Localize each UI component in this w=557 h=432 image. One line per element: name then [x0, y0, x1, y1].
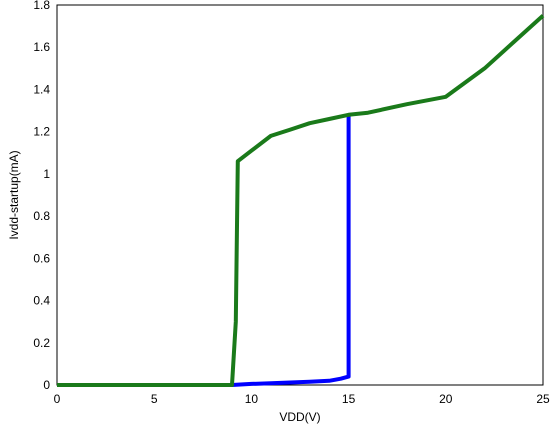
y-tick-label: 1.2	[33, 125, 50, 139]
series-layer	[57, 14, 545, 387]
series-line-green	[57, 14, 545, 387]
x-tick-label: 25	[536, 392, 550, 406]
tick-label-layer: 0 5 10 15 20 25 0 0.2 0.4 0.6 0.8 1 1.2 1.4 1.6 1.8	[33, 0, 550, 406]
y-tick-label: 1.4	[33, 82, 50, 96]
y-tick-label: 0	[43, 378, 50, 392]
x-tick-label: 20	[439, 392, 453, 406]
x-tick-label: 15	[342, 392, 356, 406]
y-tick-label: 1	[43, 167, 50, 181]
x-tick-label: 10	[245, 392, 259, 406]
x-tick-label: 5	[151, 392, 158, 406]
x-tick-label: 0	[54, 392, 61, 406]
x-axis-title: VDD(V)	[279, 410, 320, 424]
y-axis-title: Ivdd-startup(mA)	[7, 150, 21, 239]
y-tick-label: 0.4	[33, 294, 50, 308]
y-tick-label: 1.6	[33, 40, 50, 54]
y-tick-label: 1.8	[33, 0, 50, 12]
y-tick-label: 0.2	[33, 336, 50, 350]
plot-area-frame	[56, 4, 544, 386]
y-tick-label: 0.6	[33, 251, 50, 265]
y-tick-label: 0.8	[33, 209, 50, 223]
series-line-blue	[57, 114, 351, 387]
